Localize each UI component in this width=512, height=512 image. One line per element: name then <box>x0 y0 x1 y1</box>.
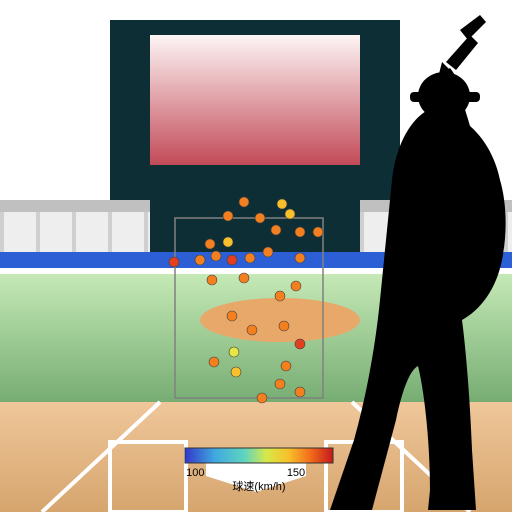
pitch-point <box>255 213 265 223</box>
pitch-point <box>285 209 295 219</box>
pitch-point <box>281 361 291 371</box>
pitch-point <box>209 357 219 367</box>
pitch-point <box>277 199 287 209</box>
pitch-point <box>211 251 221 261</box>
pitch-point <box>227 255 237 265</box>
pitch-point <box>227 311 237 321</box>
chart-svg: 100 150球速(km/h) <box>0 0 512 512</box>
pitch-point <box>223 237 233 247</box>
pitch-point <box>245 253 255 263</box>
pitch-point <box>271 225 281 235</box>
legend-bar <box>185 448 333 463</box>
pitch-point <box>239 273 249 283</box>
pitch-point <box>257 393 267 403</box>
pitch-point <box>195 255 205 265</box>
pitch-point <box>229 347 239 357</box>
pitch-point <box>169 257 179 267</box>
legend-tick: 100 <box>186 467 204 479</box>
pitch-point <box>247 325 257 335</box>
pitch-point <box>223 211 233 221</box>
pitch-location-chart: 100 150球速(km/h) <box>0 0 512 512</box>
pitch-point <box>295 253 305 263</box>
pitch-point <box>207 275 217 285</box>
pitch-point <box>295 387 305 397</box>
pitch-point <box>239 197 249 207</box>
pitch-point <box>313 227 323 237</box>
pitch-point <box>275 379 285 389</box>
pitch-point <box>279 321 289 331</box>
pitch-point <box>231 367 241 377</box>
legend-title: 球速(km/h) <box>232 479 285 493</box>
pitch-point <box>263 247 273 257</box>
pitch-point <box>295 339 305 349</box>
pitch-point <box>205 239 215 249</box>
pitch-point <box>291 281 301 291</box>
pitch-point <box>295 227 305 237</box>
legend-tick: 150 <box>287 467 305 479</box>
pitch-point <box>275 291 285 301</box>
